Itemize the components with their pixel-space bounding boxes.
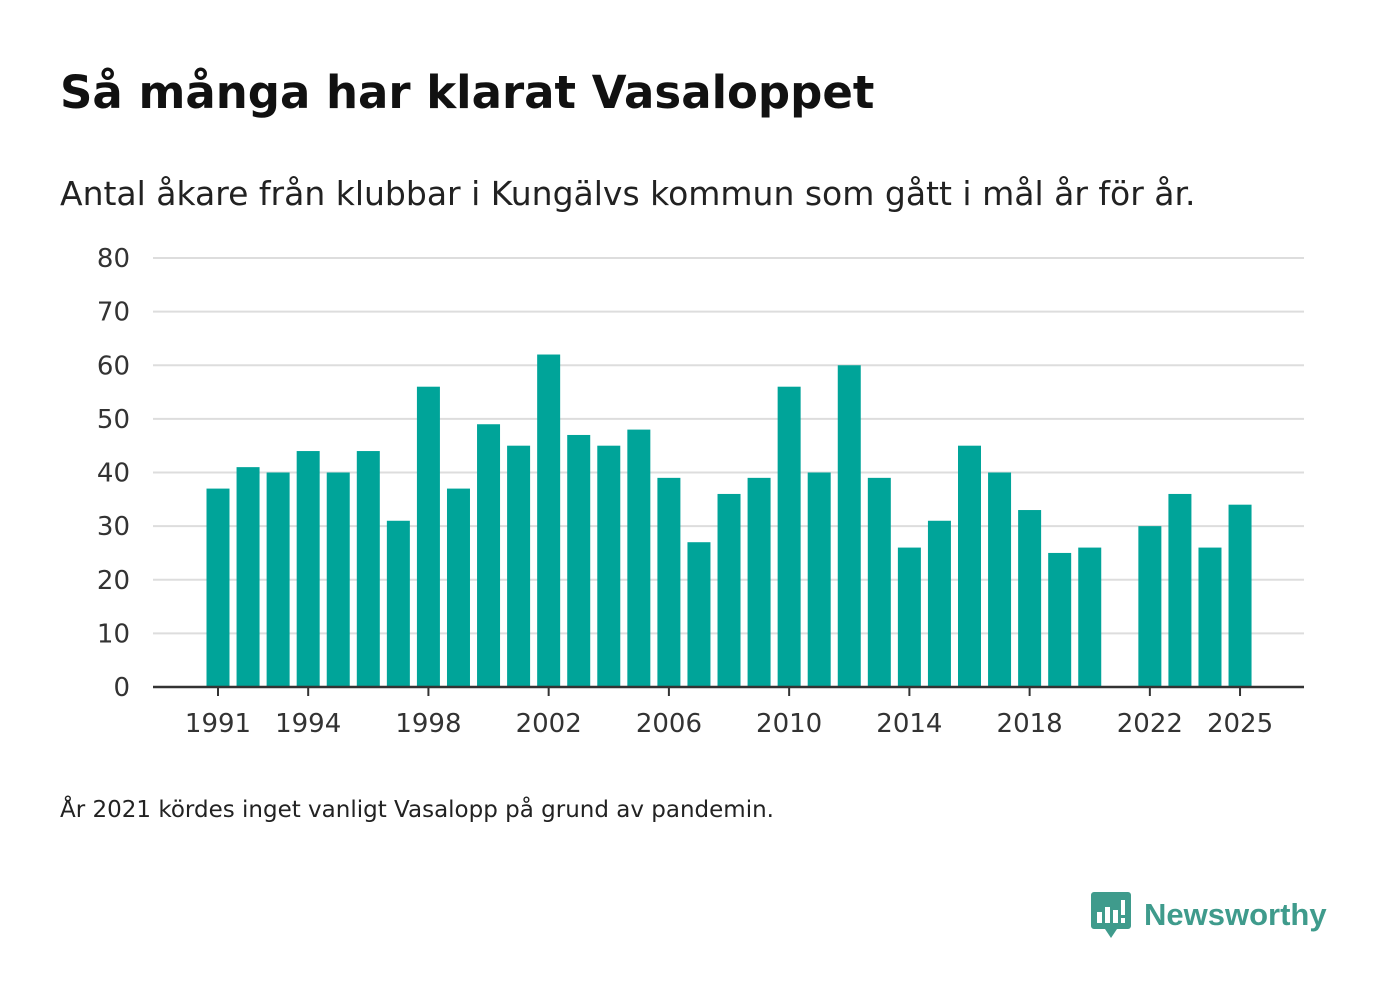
y-axis-labels: 0 10 20 30 40 50 60 70 80 <box>97 244 130 703</box>
bar-1997 <box>386 520 410 687</box>
x-tick-label-1991: 1991 <box>185 709 251 739</box>
brand-name: Newsworthy <box>1144 897 1327 932</box>
bar-2001 <box>507 445 531 687</box>
x-axis <box>153 685 1304 696</box>
y-tick-label-80: 80 <box>97 244 130 274</box>
x-tick-label-2014: 2014 <box>876 709 942 739</box>
bar-2020 <box>1078 547 1102 687</box>
bar-2017 <box>988 472 1012 687</box>
bar-1999 <box>446 488 470 687</box>
bar-1995 <box>326 472 350 687</box>
y-tick-label-60: 60 <box>97 351 130 381</box>
bar-1994 <box>296 451 320 687</box>
y-tick-label-30: 30 <box>97 512 130 542</box>
x-tick-label-2025: 2025 <box>1207 709 1273 739</box>
x-tick-label-2018: 2018 <box>997 709 1063 739</box>
bar-2009 <box>747 477 771 687</box>
bar-2002 <box>537 354 561 687</box>
bar-2000 <box>477 424 501 687</box>
y-tick-label-40: 40 <box>97 459 130 489</box>
chart-subtitle: Antal åkare från klubbar i Kungälvs komm… <box>60 174 1196 213</box>
bar-2004 <box>597 445 621 687</box>
bar-2025 <box>1228 504 1252 687</box>
bar-chart-badge-icon <box>1091 892 1131 938</box>
bar-2016 <box>958 445 981 687</box>
bar-2007 <box>687 542 711 687</box>
chart-title: Så många har klarat Vasaloppet <box>60 66 875 119</box>
bar-2018 <box>1018 510 1042 687</box>
bar-chart: 0 10 20 30 40 50 60 70 80 1991 1994 1998 2002 2006 20… <box>97 244 1304 739</box>
bar-2022 <box>1138 526 1162 688</box>
footnote: År 2021 kördes inget vanligt Vasalopp på… <box>60 797 774 823</box>
bar-1991 <box>206 488 230 687</box>
bar-2024 <box>1198 547 1222 687</box>
x-tick-label-1994: 1994 <box>275 709 341 739</box>
bar-2012 <box>837 365 861 687</box>
bar-2005 <box>627 429 651 687</box>
bar-1996 <box>356 451 380 687</box>
y-tick-label-70: 70 <box>97 298 130 328</box>
bar-1992 <box>236 467 260 687</box>
bar-2003 <box>567 434 591 687</box>
x-tick-label-2006: 2006 <box>636 709 702 739</box>
bar-2019 <box>1048 552 1072 687</box>
brand-logo: Newsworthy <box>1090 890 1327 940</box>
y-tick-label-0: 0 <box>113 673 130 703</box>
x-tick-label-2002: 2002 <box>516 709 582 739</box>
bar-2006 <box>657 477 681 687</box>
bars <box>206 354 1252 688</box>
x-tick-label-2022: 2022 <box>1117 709 1183 739</box>
bar-2010 <box>777 386 801 687</box>
bar-2015 <box>927 520 951 687</box>
bar-2011 <box>807 472 831 687</box>
bar-2014 <box>897 547 921 687</box>
x-tick-label-1998: 1998 <box>395 709 461 739</box>
bar-1998 <box>416 386 440 687</box>
y-tick-label-10: 10 <box>97 619 130 649</box>
x-axis-labels: 1991 1994 1998 2002 2006 2010 2014 2018 2022 2025 <box>185 709 1273 739</box>
x-tick-label-2010: 2010 <box>756 709 822 739</box>
bar-1993 <box>266 472 290 687</box>
bar-2023 <box>1168 493 1192 687</box>
y-tick-label-20: 20 <box>97 566 130 596</box>
bar-2008 <box>717 493 741 687</box>
y-tick-label-50: 50 <box>97 405 130 435</box>
bar-2013 <box>867 477 891 687</box>
